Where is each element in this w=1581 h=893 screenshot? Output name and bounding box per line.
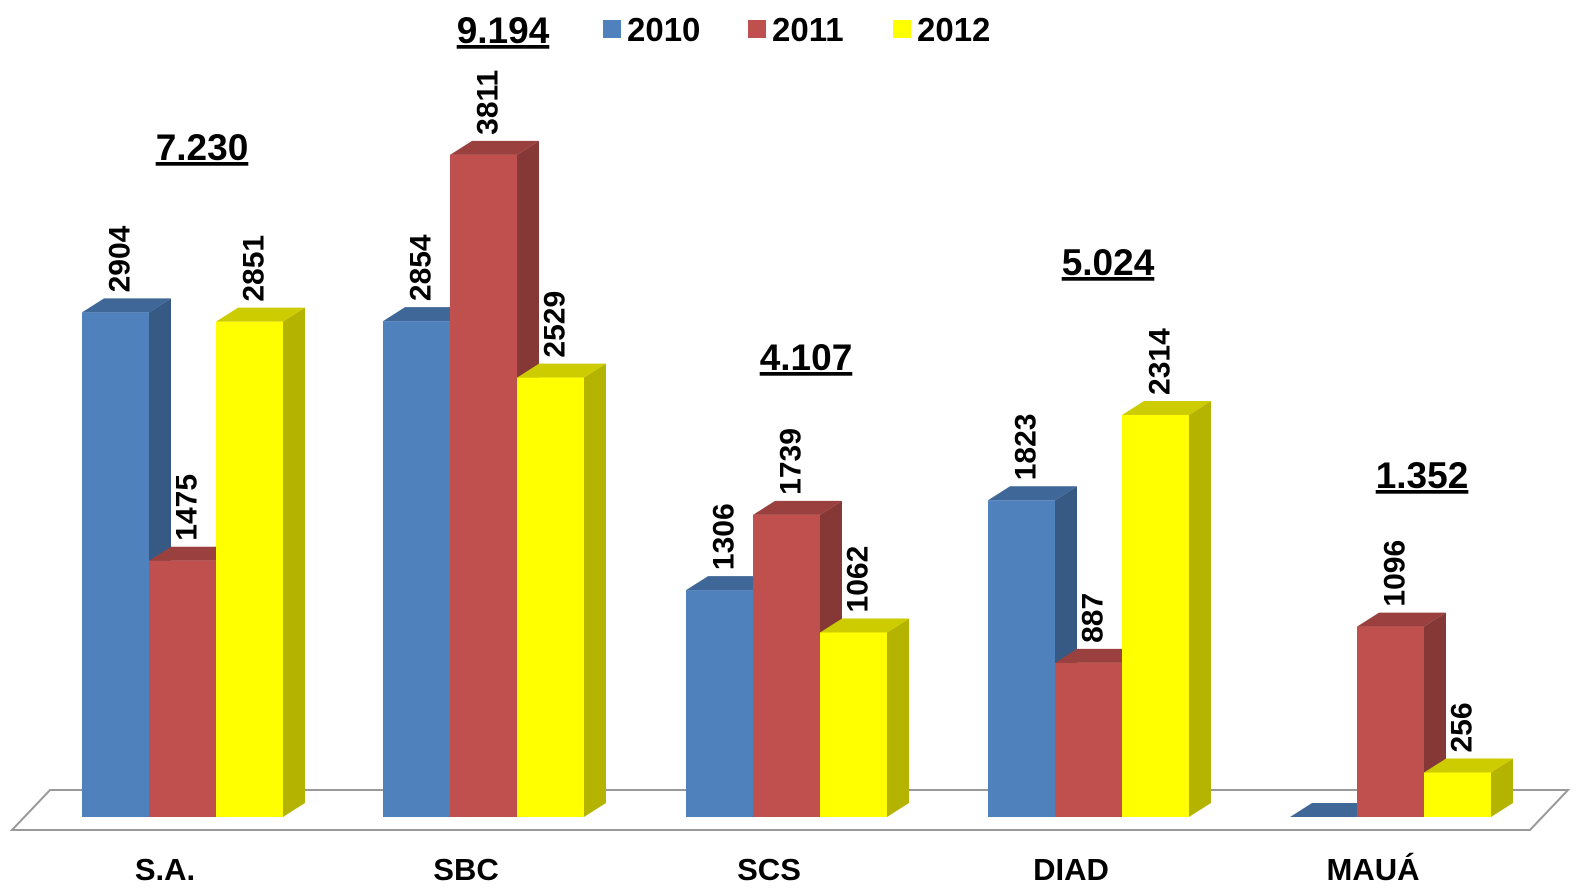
annotation: 7.230 — [156, 127, 249, 168]
bar-top — [1055, 648, 1144, 663]
bar — [988, 500, 1055, 817]
bar-side — [283, 307, 305, 817]
bar-top — [450, 140, 539, 155]
x-tick-label: SBC — [433, 852, 498, 887]
data-label: 2314 — [1144, 328, 1177, 395]
data-label: 1306 — [708, 503, 741, 570]
annotation: 9.194 — [457, 10, 550, 51]
data-label: 887 — [1077, 593, 1110, 643]
bar-top — [1424, 758, 1513, 773]
annotation: 5.024 — [1062, 242, 1155, 283]
data-label: 2854 — [405, 234, 438, 301]
bar — [216, 321, 283, 817]
bar — [517, 377, 584, 817]
bar-side — [887, 618, 909, 817]
bar-top — [1290, 803, 1379, 817]
bar-top — [216, 307, 305, 322]
bar-top — [82, 298, 171, 313]
x-tick-label: S.A. — [135, 852, 195, 887]
data-label: 2529 — [539, 291, 572, 358]
annotation: 1.352 — [1376, 455, 1469, 496]
legend-label: 2010 — [627, 11, 700, 48]
legend-label: 2012 — [917, 11, 990, 48]
bar — [149, 560, 216, 817]
legend-swatch — [603, 20, 621, 38]
x-tick-label: DIAD — [1033, 852, 1109, 887]
bar — [820, 632, 887, 817]
annotation: 4.107 — [760, 337, 853, 378]
bar-top — [1357, 612, 1446, 627]
bar-top — [753, 500, 842, 515]
data-label: 1475 — [171, 474, 204, 541]
data-label: 1096 — [1379, 540, 1412, 607]
bar-side — [1491, 758, 1513, 817]
bar-top — [820, 618, 909, 633]
legend-swatch — [893, 20, 911, 38]
x-tick-label: SCS — [737, 852, 801, 887]
bar — [753, 514, 820, 817]
bar-top — [988, 486, 1077, 501]
bar-side — [584, 363, 606, 817]
data-label: 1062 — [842, 546, 875, 613]
bar — [1357, 626, 1424, 817]
bar — [1424, 772, 1491, 817]
bar — [1055, 662, 1122, 817]
legend-label: 2011 — [772, 11, 844, 48]
x-tick-label: MAUÁ — [1327, 852, 1420, 887]
bar — [686, 590, 753, 817]
legend-swatch — [748, 20, 766, 38]
bar-top — [686, 576, 775, 591]
bar-side — [1189, 400, 1211, 817]
data-label: 3811 — [472, 70, 505, 135]
bar-top — [149, 546, 238, 561]
bar — [1122, 414, 1189, 817]
data-label: 1739 — [775, 428, 808, 495]
data-label: 256 — [1446, 702, 1479, 752]
bar-top — [1122, 400, 1211, 415]
bar-top — [383, 307, 472, 322]
bar-top — [517, 363, 606, 378]
bar — [450, 154, 517, 817]
data-label: 2904 — [104, 225, 137, 292]
bar — [82, 312, 149, 817]
bar — [383, 321, 450, 817]
data-label: 2851 — [238, 235, 271, 302]
data-label: 1823 — [1010, 414, 1043, 481]
